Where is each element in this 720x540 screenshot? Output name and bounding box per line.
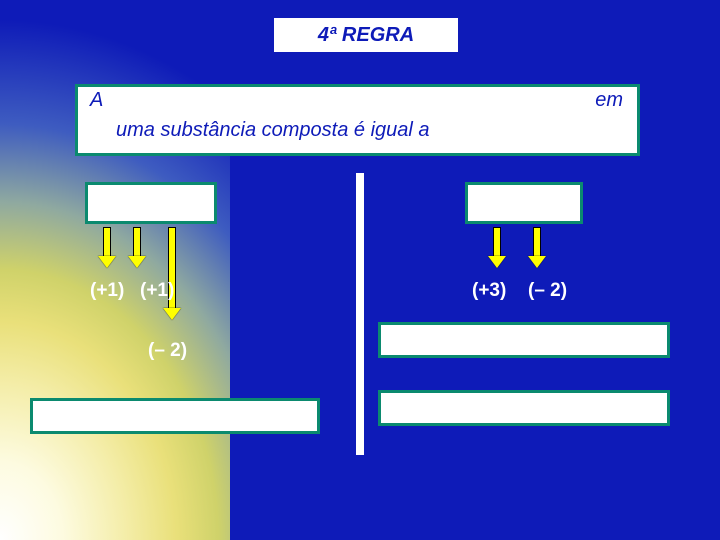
rule-line1-left: A	[90, 89, 103, 112]
background-gradient	[0, 0, 230, 540]
right-value-1: (+3)	[472, 280, 506, 302]
slide: 4ª REGRA A em uma substância composta é …	[0, 0, 720, 540]
title-box: 4ª REGRA	[271, 15, 461, 55]
left-value-2: (+1)	[140, 280, 174, 302]
arrow-down-icon	[100, 227, 114, 268]
rule-line1-right: em	[595, 89, 623, 112]
left-value-3: (– 2)	[148, 340, 187, 362]
left-value-1: (+1)	[90, 280, 124, 302]
arrow-down-icon	[130, 227, 144, 268]
right-formula-box	[465, 182, 583, 224]
rule-line2: uma substância composta é igual a	[116, 119, 430, 142]
arrow-down-icon	[490, 227, 504, 268]
left-formula-box	[85, 182, 217, 224]
vertical-divider	[356, 173, 364, 455]
right-value-2: (– 2)	[528, 280, 567, 302]
right-mid-box	[378, 322, 670, 358]
arrow-down-icon	[165, 227, 179, 320]
right-bottom-box	[378, 390, 670, 426]
rule-box: A em uma substância composta é igual a	[75, 84, 640, 156]
arrow-down-icon	[530, 227, 544, 268]
left-bottom-box	[30, 398, 320, 434]
title-text: 4ª REGRA	[318, 24, 414, 47]
